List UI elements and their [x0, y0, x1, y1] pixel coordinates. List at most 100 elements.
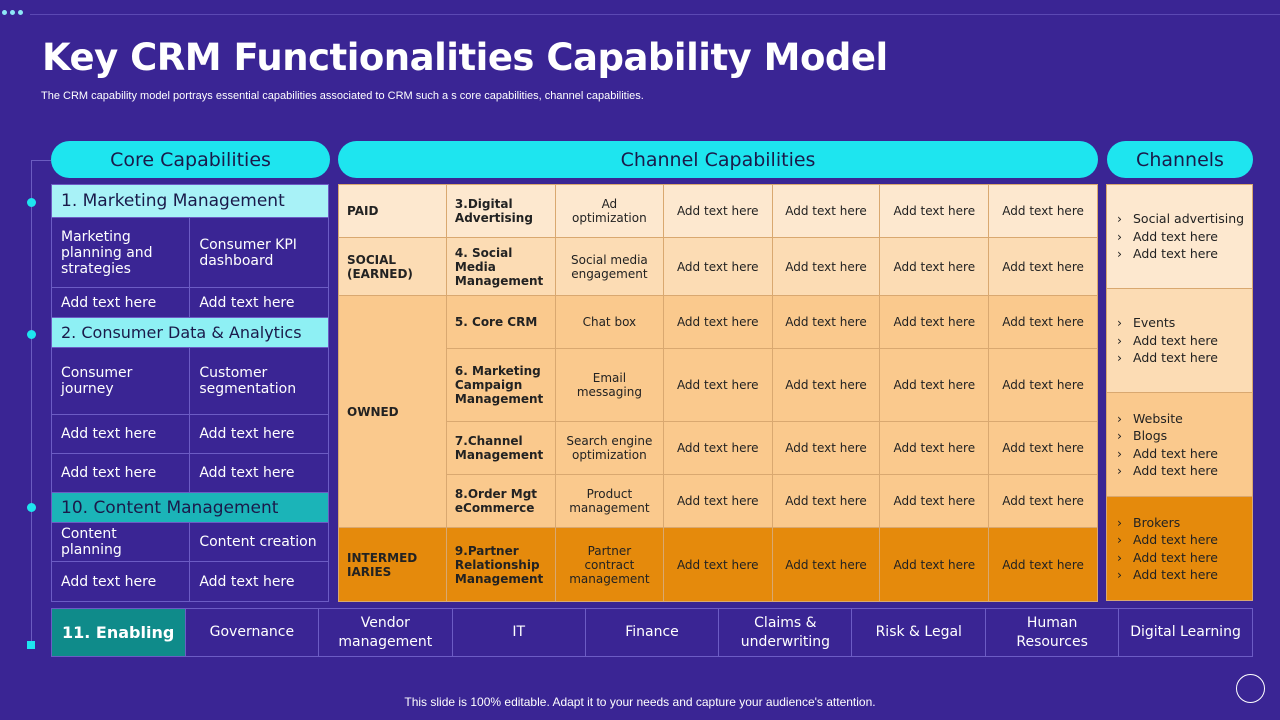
- enabling-item: Finance: [584, 608, 720, 657]
- enabling-item: Digital Learning: [1118, 608, 1253, 657]
- group-paid: PAID: [338, 184, 447, 238]
- consumer-data-heading: 2. Consumer Data & Analytics: [51, 317, 329, 348]
- channel-item: Add text here: [1117, 228, 1252, 246]
- placeholder-cell: Add text here: [879, 348, 990, 422]
- enabling-item: IT: [451, 608, 586, 657]
- page-subtitle: The CRM capability model portrays essent…: [41, 90, 644, 102]
- placeholder-cell: Add text here: [879, 527, 990, 602]
- capability-name: 7.Channel Management: [445, 421, 556, 475]
- channel-item: Add text here: [1117, 332, 1252, 350]
- timeline-node-square: [27, 641, 35, 649]
- circle-icon[interactable]: [1236, 674, 1265, 703]
- placeholder-cell: Add text here: [771, 295, 881, 349]
- channels-header: Channels: [1107, 141, 1253, 178]
- capability-name: 6. Marketing Campaign Management: [445, 348, 556, 422]
- core-cell: Add text here: [189, 561, 329, 602]
- channels-list-social: Events Add text here Add text here: [1106, 288, 1253, 393]
- capability-detail: Search engine optimization: [554, 421, 664, 475]
- capability-detail: Partner contract management: [554, 527, 664, 602]
- core-cell: Add text here: [50, 414, 191, 454]
- channel-item: Add text here: [1117, 349, 1252, 367]
- connector-line: [31, 160, 32, 644]
- capability-name: 3.Digital Advertising: [445, 184, 556, 238]
- placeholder-cell: Add text here: [988, 474, 1098, 528]
- enabling-row: 11. Enabling Governance Vendor managemen…: [51, 608, 1253, 657]
- content-management-heading: 10. Content Management: [51, 492, 329, 523]
- placeholder-cell: Add text here: [771, 237, 881, 296]
- core-cell: Content planning: [50, 522, 191, 562]
- placeholder-cell: Add text here: [988, 348, 1098, 422]
- placeholder-cell: Add text here: [662, 421, 773, 475]
- core-cell: Marketing planning and strategies: [50, 217, 191, 288]
- channels-list-owned: Website Blogs Add text here Add text her…: [1106, 392, 1253, 497]
- enabling-item: Claims & underwriting: [718, 608, 853, 657]
- timeline-node: [27, 198, 36, 207]
- core-capabilities-table: 1. Marketing Management Marketing planni…: [50, 184, 329, 602]
- footer-note: This slide is 100% editable. Adapt it to…: [404, 695, 876, 709]
- capability-detail: Product management: [554, 474, 664, 528]
- placeholder-cell: Add text here: [879, 295, 990, 349]
- enabling-item: Human Resources: [985, 608, 1120, 657]
- channel-capabilities-header: Channel Capabilities: [338, 141, 1098, 178]
- channel-item: Blogs: [1117, 427, 1252, 445]
- channel-item: Add text here: [1117, 531, 1252, 549]
- channel-item: Add text here: [1117, 566, 1252, 584]
- timeline-node: [27, 503, 36, 512]
- channel-capabilities-table: PAID 3.Digital Advertising Ad optimizati…: [338, 184, 1098, 602]
- channel-item: Add text here: [1117, 462, 1252, 480]
- core-cell: Add text here: [50, 561, 191, 602]
- core-cell: Content creation: [189, 522, 329, 562]
- slide-dots: [2, 10, 23, 15]
- placeholder-cell: Add text here: [879, 421, 990, 475]
- group-owned: OWNED: [338, 295, 447, 528]
- placeholder-cell: Add text here: [988, 527, 1098, 602]
- core-cell: Consumer KPI dashboard: [189, 217, 329, 288]
- placeholder-cell: Add text here: [988, 184, 1098, 238]
- placeholder-cell: Add text here: [662, 184, 773, 238]
- placeholder-cell: Add text here: [662, 474, 773, 528]
- channels-list-intermediaries: Brokers Add text here Add text here Add …: [1106, 496, 1253, 601]
- capability-name: 5. Core CRM: [445, 295, 556, 349]
- core-cell: Add text here: [189, 287, 329, 318]
- capability-name: 4. Social Media Management: [445, 237, 556, 296]
- channel-item: Add text here: [1117, 445, 1252, 463]
- page-title: Key CRM Functionalities Capability Model: [42, 36, 888, 79]
- capability-detail: Social media engagement: [554, 237, 664, 296]
- core-cell: Add text here: [50, 287, 191, 318]
- enabling-item: Vendor management: [317, 608, 453, 657]
- core-cell: Add text here: [50, 453, 191, 493]
- placeholder-cell: Add text here: [879, 474, 990, 528]
- placeholder-cell: Add text here: [662, 295, 773, 349]
- placeholder-cell: Add text here: [988, 237, 1098, 296]
- capability-detail: Email messaging: [554, 348, 664, 422]
- enabling-item: Risk & Legal: [851, 608, 987, 657]
- channel-item: Events: [1117, 314, 1252, 332]
- channel-item: Social advertising: [1117, 210, 1252, 228]
- placeholder-cell: Add text here: [771, 421, 881, 475]
- timeline-node: [27, 330, 36, 339]
- capability-detail: Chat box: [554, 295, 664, 349]
- channel-item: Brokers: [1117, 514, 1252, 532]
- core-cell: Add text here: [189, 453, 329, 493]
- core-capabilities-header: Core Capabilities: [51, 141, 330, 178]
- placeholder-cell: Add text here: [771, 527, 881, 602]
- connector-tick: [31, 160, 51, 161]
- channel-item: Add text here: [1117, 245, 1252, 263]
- enabling-item: Governance: [184, 608, 319, 657]
- channels-list-paid: Social advertising Add text here Add tex…: [1106, 184, 1253, 289]
- group-intermediaries: INTERMED IARIES: [338, 527, 447, 602]
- placeholder-cell: Add text here: [879, 184, 990, 238]
- top-divider: [30, 14, 1280, 15]
- placeholder-cell: Add text here: [771, 348, 881, 422]
- capability-detail: Ad optimization: [554, 184, 664, 238]
- marketing-management-heading: 1. Marketing Management: [51, 184, 329, 218]
- placeholder-cell: Add text here: [988, 421, 1098, 475]
- placeholder-cell: Add text here: [771, 184, 881, 238]
- channel-item: Add text here: [1117, 549, 1252, 567]
- capability-name: 9.Partner Relationship Management: [445, 527, 556, 602]
- placeholder-cell: Add text here: [988, 295, 1098, 349]
- channel-item: Website: [1117, 410, 1252, 428]
- placeholder-cell: Add text here: [662, 527, 773, 602]
- capability-name: 8.Order Mgt eCommerce: [445, 474, 556, 528]
- core-cell: Add text here: [189, 414, 329, 454]
